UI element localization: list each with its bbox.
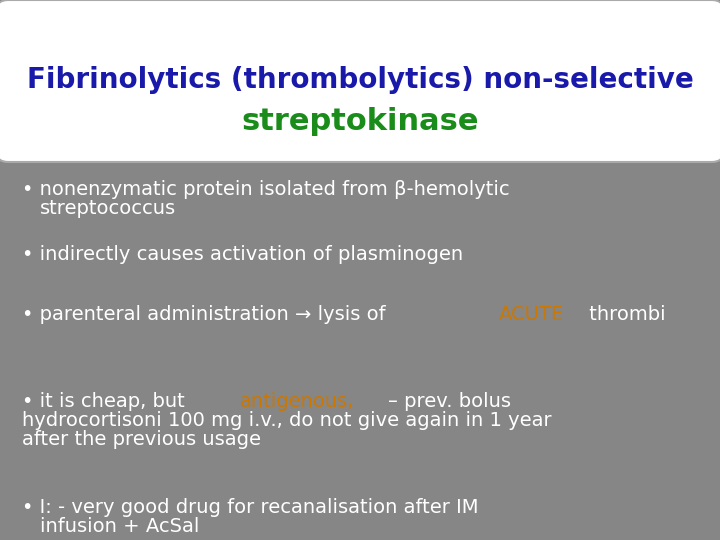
Text: ACUTE: ACUTE — [499, 305, 564, 324]
FancyBboxPatch shape — [0, 142, 720, 540]
Text: • indirectly causes activation of plasminogen: • indirectly causes activation of plasmi… — [22, 245, 463, 264]
Text: after the previous usage: after the previous usage — [22, 430, 261, 449]
Text: • it is cheap, but: • it is cheap, but — [22, 392, 191, 411]
Text: streptococcus: streptococcus — [40, 199, 176, 218]
Text: • parenteral administration → lysis of: • parenteral administration → lysis of — [22, 305, 392, 324]
FancyBboxPatch shape — [0, 0, 720, 162]
Text: • I: - very good drug for recanalisation after IM: • I: - very good drug for recanalisation… — [22, 498, 479, 517]
Text: infusion + AcSal: infusion + AcSal — [40, 517, 199, 536]
Text: • nonenzymatic protein isolated from β-hemolytic: • nonenzymatic protein isolated from β-h… — [22, 180, 510, 199]
Text: hydrocortisoni 100 mg i.v., do not give again in 1 year: hydrocortisoni 100 mg i.v., do not give … — [22, 411, 552, 430]
Text: – prev. bolus: – prev. bolus — [387, 392, 510, 411]
Text: Fibrinolytics (thrombolytics) non-selective: Fibrinolytics (thrombolytics) non-select… — [27, 66, 693, 94]
Text: streptokinase: streptokinase — [241, 107, 479, 137]
Text: thrombi: thrombi — [583, 305, 666, 324]
Text: antigenous,: antigenous, — [240, 392, 354, 411]
